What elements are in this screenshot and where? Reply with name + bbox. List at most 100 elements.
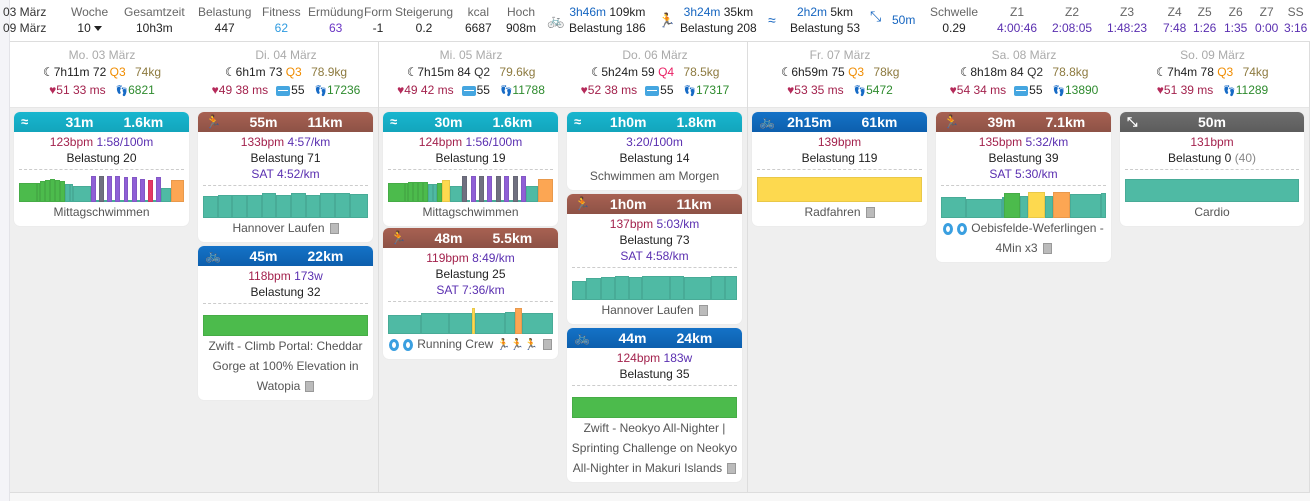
activity-card[interactable]: ≈30m 1.6km 124bpm 1:56/100m Belastung 19 Mit… <box>383 112 558 226</box>
activity-card[interactable]: 🏃 48m 5.5km 119bpm 8:49/km Belastung 25 SAT 7… <box>383 228 558 359</box>
activity-name[interactable]: Running Crew 🏃🏃🏃 <box>383 334 558 355</box>
activity-name[interactable]: Hannover Laufen <box>567 300 742 320</box>
day-header[interactable]: Fr. 07 März ☽ 6h59m 75 Q3 78kg ♥53 35 ms 👣5… <box>748 42 932 108</box>
activity-load: Belastung 71 <box>198 150 373 166</box>
map-icon[interactable] <box>542 339 552 351</box>
activity-header[interactable]: 🏃 1h0m 11km <box>567 194 742 214</box>
interval-bar <box>572 397 737 418</box>
watch-icon <box>403 338 414 351</box>
map-icon[interactable] <box>698 305 708 317</box>
day-header[interactable]: Di. 04 März ☽ 6h1m 73 Q3 78.9kg ♥49 38 ms 5… <box>194 42 378 108</box>
activity-card[interactable]: 🚲 44m 24km 124bpm 183w Belastung 35 Zwift - N… <box>567 328 742 482</box>
hrv: 33 ms <box>72 83 106 97</box>
activity-name[interactable]: Oebisfelde-Weferlingen - 4Min x3 <box>936 218 1111 258</box>
map-icon[interactable] <box>329 223 339 235</box>
activity-name[interactable]: Mittagschwimmen <box>383 202 558 222</box>
activity-card[interactable]: 🏃 39m 7.1km 135bpm 5:32/km Belastung 39 SAT 5… <box>936 112 1111 262</box>
activity-card[interactable]: 🚲 2h15m 61km 139bpm Belastung 119 Radfahren <box>752 112 927 226</box>
activity-body: 131bpm Belastung 0 (40) Cardio <box>1120 132 1304 226</box>
interval-bar <box>107 176 113 202</box>
activity-name[interactable]: Zwift - Neokyo All-Nighter | Sprinting C… <box>567 418 742 478</box>
activity-header[interactable]: 🚲 45m 22km <box>198 246 373 266</box>
activity-name[interactable]: Mittagschwimmen <box>14 202 189 222</box>
activity-name[interactable]: Schwimmen am Morgen <box>567 166 742 186</box>
activity-card[interactable]: 🏃 55m 11km 133bpm 4:57/km Belastung 71 SAT 4:… <box>198 112 373 242</box>
activity-name[interactable]: Hannover Laufen <box>198 218 373 238</box>
interval-bar <box>99 176 104 202</box>
map-icon[interactable] <box>1042 243 1052 255</box>
activity-header[interactable]: 🏃 39m 7.1km <box>936 112 1111 132</box>
interval-bar <box>320 193 335 218</box>
activity-header[interactable]: ≈30m 1.6km <box>383 112 558 132</box>
interval-bar <box>628 277 643 300</box>
activity-title: Running Crew <box>417 337 494 351</box>
activity-card[interactable]: ≈31m 1.6km 123bpm 1:58/100m Belastung 20 Mit… <box>14 112 189 226</box>
activity-header[interactable]: 🏃 55m 11km <box>198 112 373 132</box>
bike-icon: 🚲 <box>205 248 222 263</box>
steps-count: 17236 <box>326 83 361 97</box>
activity-card[interactable]: 🏃 1h0m 11km 137bpm 5:03/km Belastung 73 SAT 4… <box>567 194 742 324</box>
activity-duration: 48m <box>434 230 463 246</box>
activity-header[interactable]: ≈31m 1.6km <box>14 112 189 132</box>
activity-metrics: 123bpm 1:58/100m <box>14 134 189 150</box>
interval-bar <box>1028 192 1045 218</box>
week-selector[interactable]: Woche 10 <box>71 4 108 36</box>
interval-bar <box>112 200 116 202</box>
activity-header[interactable]: ⤡ 50m <box>1120 112 1304 132</box>
activity-header[interactable]: ≈1h0m 1.8km <box>567 112 742 132</box>
heart-icon: ♥ <box>211 83 219 97</box>
day-header[interactable]: Do. 06 März ☽ 5h24m 59 Q4 78.5kg ♥52 38 ms… <box>563 42 747 108</box>
caret-down-icon[interactable] <box>93 26 102 32</box>
load-value: Belastung 73 <box>619 233 690 247</box>
activity-duration: 1h0m <box>609 114 647 130</box>
summary-elevation: Hoch 908m <box>506 5 537 35</box>
interval-bar <box>408 181 414 202</box>
map-icon[interactable] <box>865 207 875 219</box>
day-header[interactable]: Mi. 05 März ☽ 7h15m 84 Q2 79.6kg ♥49 42 ms… <box>379 42 563 108</box>
footsteps-icon: 👣 <box>1052 86 1065 97</box>
activity-body: 137bpm 5:03/km Belastung 73 SAT 4:58/km Han… <box>567 214 742 324</box>
day-column: Mo. 03 März ☽ 7h11m 72 Q3 74kg ♥51 33 ms 👣6… <box>10 42 195 492</box>
day-header[interactable]: So. 09 März ☽ 7h4m 78 Q3 74kg ♥51 39 ms 👣11… <box>1116 42 1309 108</box>
load-value: Belastung 119 <box>801 151 878 165</box>
week-label: Woche <box>71 5 109 19</box>
moon-icon: ☽ <box>959 65 971 79</box>
sleep-quality: Q3 <box>109 65 126 79</box>
runners-icon: 🏃🏃🏃 <box>496 339 538 351</box>
resting-hr: 49 <box>404 83 418 97</box>
activity-header[interactable]: 🏃 48m 5.5km <box>383 228 558 248</box>
activity-body: 118bpm 173w Belastung 32 Zwift - Climb Por… <box>198 266 373 400</box>
vitals-line: ♥51 39 ms 👣11289 <box>1116 81 1309 101</box>
avg-heart-rate: 133bpm <box>240 135 285 149</box>
map-icon[interactable] <box>727 463 737 475</box>
activity-card[interactable]: ≈1h0m 1.8km 3:20/100m Belastung 14 Schwimmen… <box>567 112 742 190</box>
moon-icon: ☽ <box>42 65 54 79</box>
swim-icon: ≈ <box>21 114 29 129</box>
summary-total-time: Gesamtzeit 10h3m <box>124 5 185 35</box>
activity-card[interactable]: 🚲 45m 22km 118bpm 173w Belastung 32 Zwift - C… <box>198 246 373 400</box>
swim-icon: ≈ <box>574 114 582 129</box>
interval-bar <box>19 182 37 202</box>
vitals-line: ♥49 42 ms 55 👣11788 <box>379 81 563 101</box>
heart-icon: ♥ <box>397 83 405 97</box>
day-header[interactable]: Mo. 03 März ☽ 7h11m 72 Q3 74kg ♥51 33 ms 👣6… <box>10 42 194 108</box>
activity-name[interactable]: Zwift - Climb Portal: Cheddar Gorge at 1… <box>198 336 373 396</box>
activity-duration: 30m <box>434 114 463 130</box>
steps-count: 5472 <box>866 83 893 97</box>
interval-bar <box>1069 194 1102 218</box>
date-from: 03 März <box>3 5 47 19</box>
interval-bar <box>512 176 518 202</box>
activity-header[interactable]: 🚲 2h15m 61km <box>752 112 927 132</box>
day-header[interactable]: Sa. 08 März ☽ 8h18m 84 Q2 78.8kg ♥54 34 ms… <box>932 42 1116 108</box>
activity-header[interactable]: 🚲 44m 24km <box>567 328 742 348</box>
heart-icon: ♥ <box>1156 83 1164 97</box>
weight: 78.5kg <box>683 65 720 79</box>
activity-name[interactable]: Cardio <box>1120 202 1304 222</box>
activity-title: Schwimmen am Morgen <box>589 169 720 183</box>
heart-icon: ♥ <box>787 83 795 97</box>
interval-bar <box>423 181 429 202</box>
activity-card[interactable]: ⤡ 50m 131bpm Belastung 0 (40) Cardio <box>1120 112 1304 226</box>
map-icon[interactable] <box>305 381 315 393</box>
activity-name[interactable]: Radfahren <box>752 202 927 222</box>
activity-metrics: 124bpm 1:56/100m <box>383 134 558 150</box>
